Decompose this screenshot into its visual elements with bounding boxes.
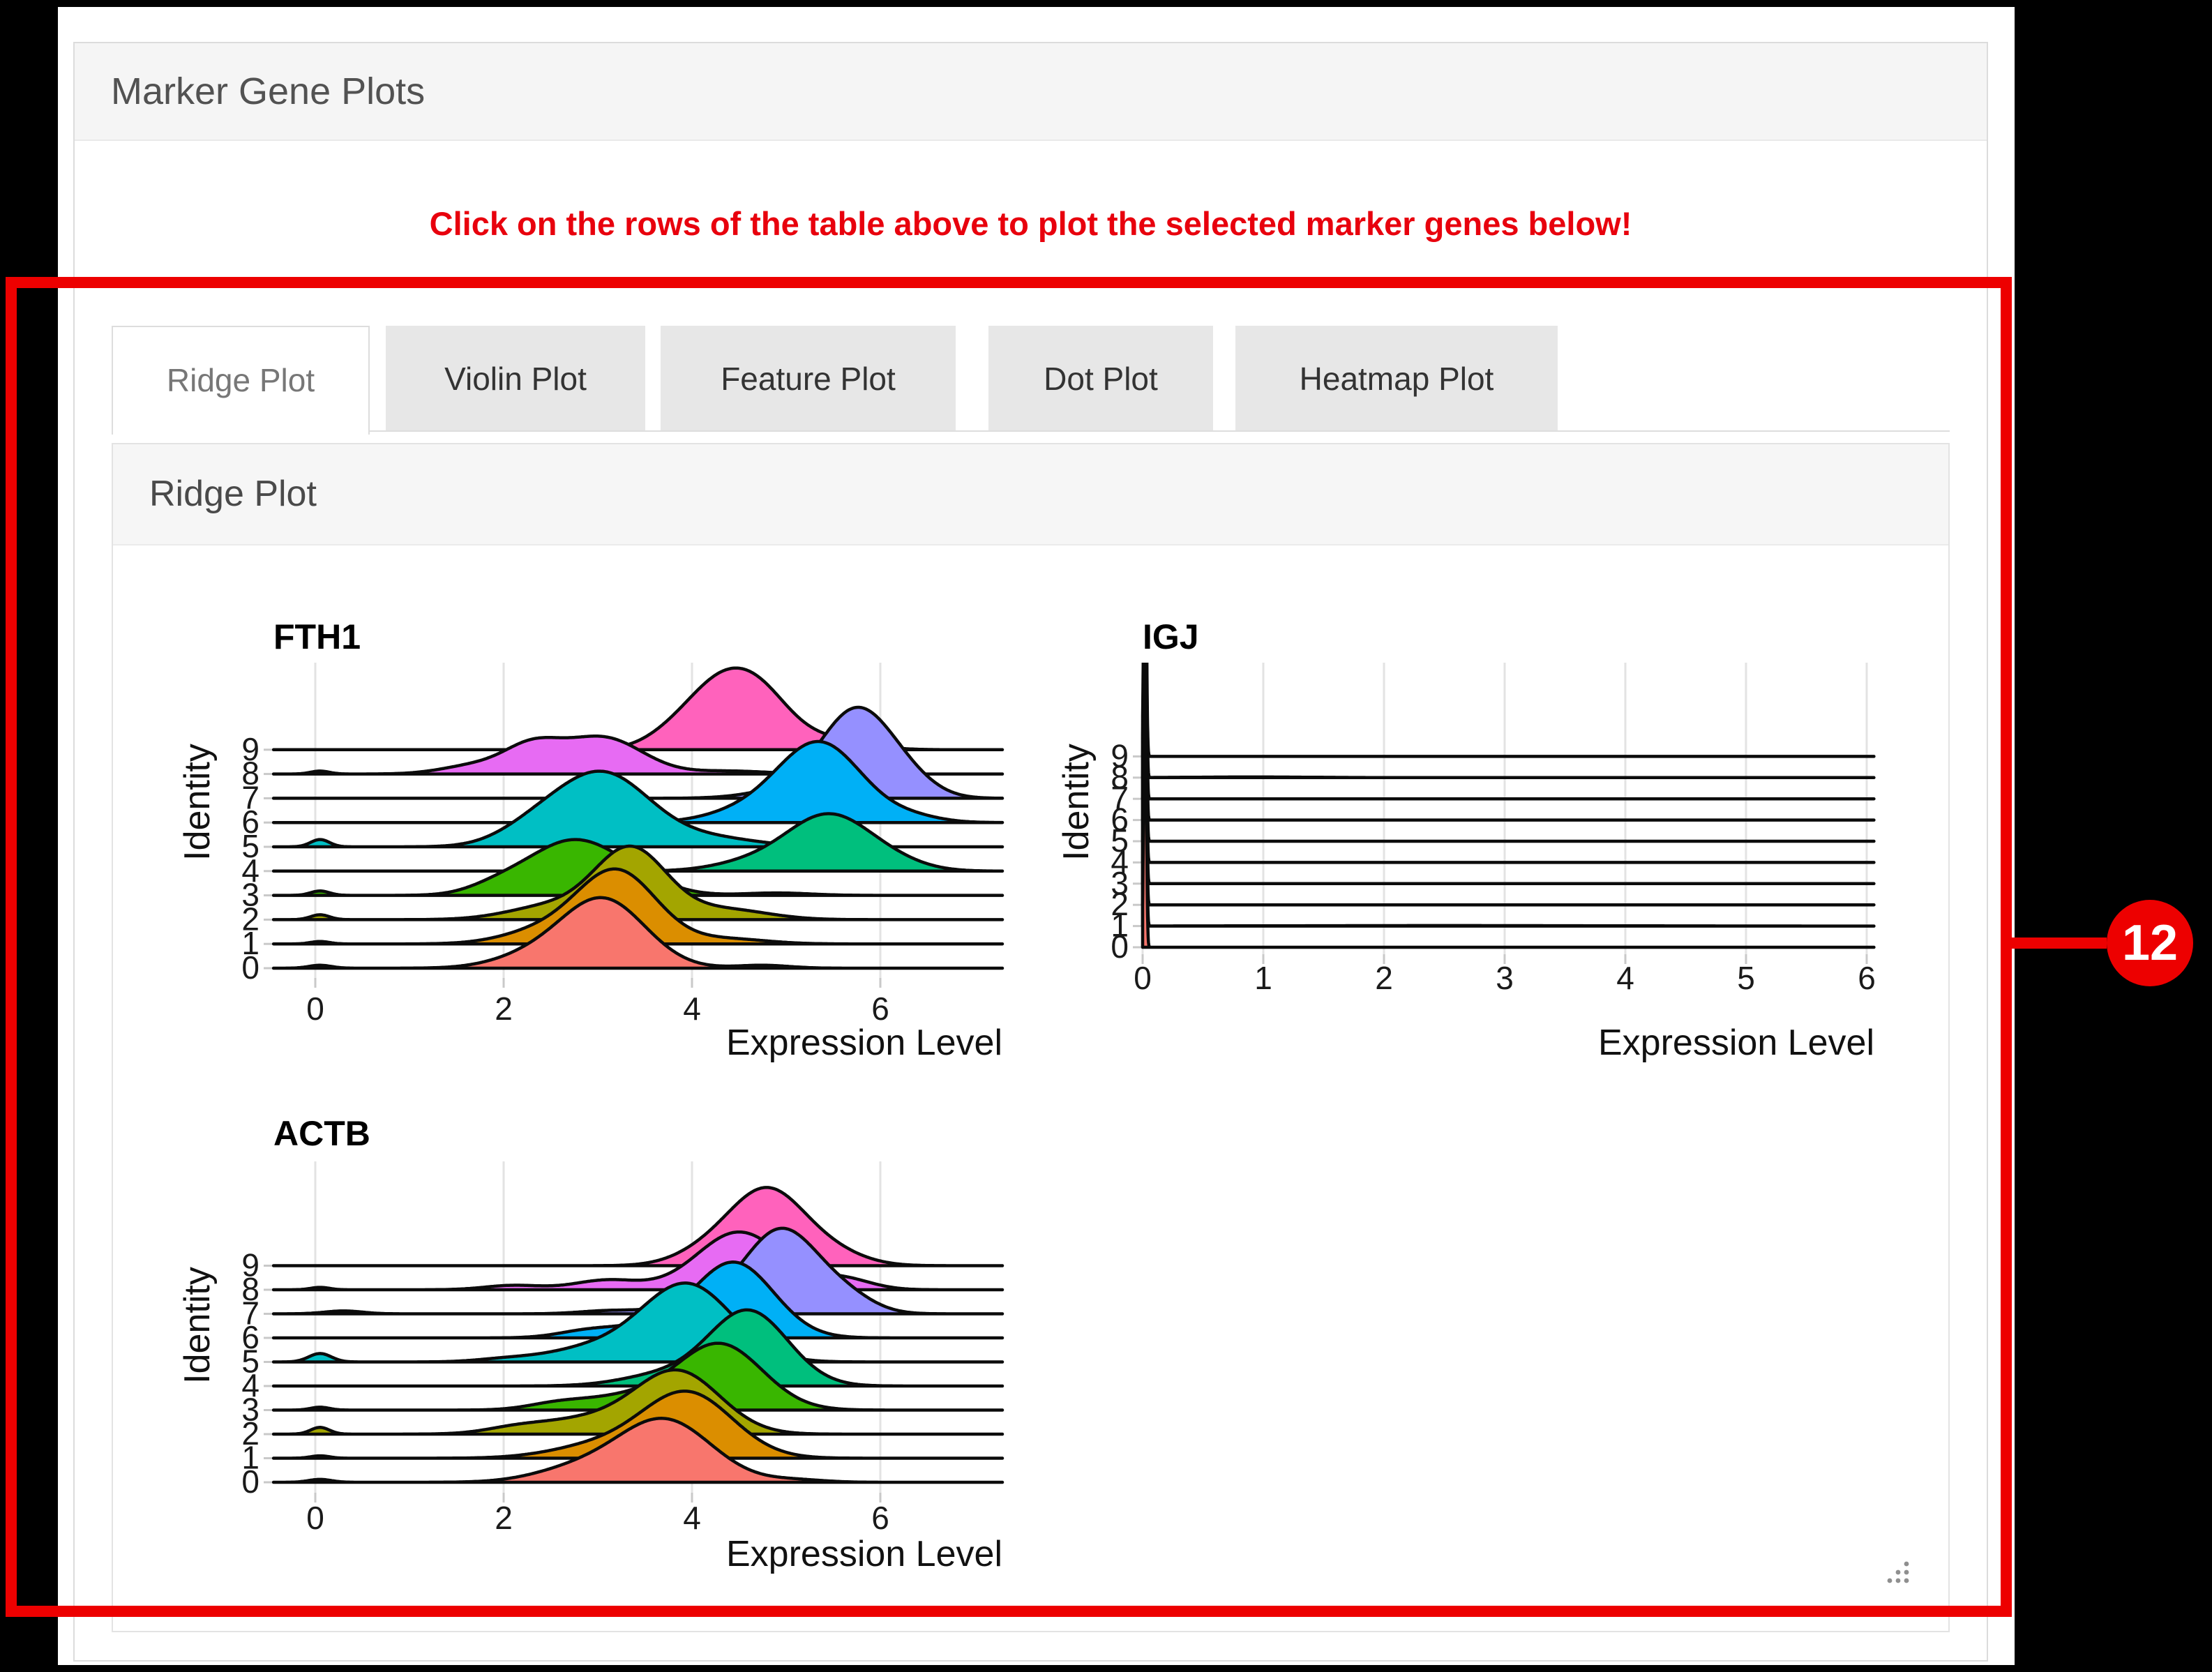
svg-text:FTH1: FTH1 [273,617,361,656]
svg-text:Expression Level: Expression Level [1598,1023,1874,1063]
svg-text:Identity: Identity [177,744,218,861]
svg-text:0: 0 [1111,928,1129,965]
svg-text:0: 0 [306,1500,324,1536]
svg-text:9: 9 [241,731,259,767]
svg-text:ACTB: ACTB [273,1114,370,1153]
svg-text:6: 6 [1111,801,1129,838]
svg-text:Identity: Identity [177,1267,218,1384]
tab-dot-plot-label: Dot Plot [1044,361,1158,397]
svg-text:1: 1 [241,925,259,961]
svg-text:0: 0 [241,949,259,986]
resize-handle-icon[interactable] [1880,1556,1912,1588]
ridge-plot-panel-header: Ridge Plot [113,444,1948,545]
svg-text:1: 1 [1254,960,1272,996]
svg-text:7: 7 [241,1295,259,1332]
svg-text:2: 2 [241,1415,259,1452]
svg-text:5: 5 [241,1343,259,1380]
svg-text:3: 3 [241,877,259,913]
tab-dot-plot[interactable]: Dot Plot [988,326,1213,432]
svg-text:7: 7 [241,779,259,815]
svg-text:7: 7 [1111,780,1129,816]
svg-text:8: 8 [1111,759,1129,795]
svg-text:9: 9 [1111,737,1129,774]
svg-text:4: 4 [241,1367,259,1403]
tabset-divider [112,430,1950,432]
tab-violin-plot-label: Violin Plot [444,361,587,397]
svg-text:3: 3 [1111,865,1129,901]
svg-text:2: 2 [495,1500,513,1536]
svg-text:2: 2 [1111,886,1129,922]
tab-heatmap-plot-label: Heatmap Plot [1299,361,1494,397]
annotation-badge-number: 12 [2121,915,2179,971]
tab-feature-plot-label: Feature Plot [721,361,896,397]
svg-text:6: 6 [241,1319,259,1355]
svg-text:0: 0 [241,1463,259,1500]
svg-text:4: 4 [1111,843,1129,880]
svg-text:5: 5 [1111,822,1129,859]
svg-text:4: 4 [241,852,259,889]
svg-text:0: 0 [1134,960,1152,996]
svg-text:1: 1 [241,1440,259,1476]
tab-ridge-plot-label: Ridge Plot [166,362,315,398]
svg-text:4: 4 [683,991,701,1027]
annotation-connector [2012,937,2107,949]
svg-text:5: 5 [241,828,259,864]
svg-text:6: 6 [1858,960,1876,996]
svg-text:4: 4 [1616,960,1634,996]
instruction-text: Click on the rows of the table above to … [429,205,1632,242]
svg-text:2: 2 [241,901,259,937]
annotation-badge: 12 [2107,900,2193,986]
page-title: Marker Gene Plots [111,70,426,112]
svg-text:4: 4 [683,1500,701,1536]
svg-text:0: 0 [306,991,324,1027]
ridge-plot-panel-title: Ridge Plot [149,474,317,514]
svg-text:8: 8 [241,1271,259,1307]
svg-text:Expression Level: Expression Level [726,1534,1002,1574]
svg-text:8: 8 [241,755,259,792]
svg-text:Expression Level: Expression Level [726,1023,1002,1063]
svg-text:5: 5 [1737,960,1755,996]
svg-text:3: 3 [241,1392,259,1428]
tab-heatmap-plot[interactable]: Heatmap Plot [1235,326,1558,432]
tab-feature-plot[interactable]: Feature Plot [661,326,956,432]
svg-text:6: 6 [871,1500,889,1536]
svg-text:1: 1 [1111,907,1129,944]
svg-text:IGJ: IGJ [1143,617,1199,656]
svg-text:3: 3 [1496,960,1514,996]
marker-gene-plots-header: Marker Gene Plots [75,43,1987,141]
svg-text:9: 9 [241,1247,259,1283]
tab-ridge-plot[interactable]: Ridge Plot [112,326,370,435]
app-page: Marker Gene Plots Click on the rows of t… [58,7,2015,1665]
svg-text:2: 2 [1375,960,1393,996]
svg-text:6: 6 [871,991,889,1027]
tab-violin-plot[interactable]: Violin Plot [386,326,645,432]
svg-text:6: 6 [241,804,259,840]
svg-text:2: 2 [495,991,513,1027]
svg-text:Identity: Identity [1056,744,1097,861]
